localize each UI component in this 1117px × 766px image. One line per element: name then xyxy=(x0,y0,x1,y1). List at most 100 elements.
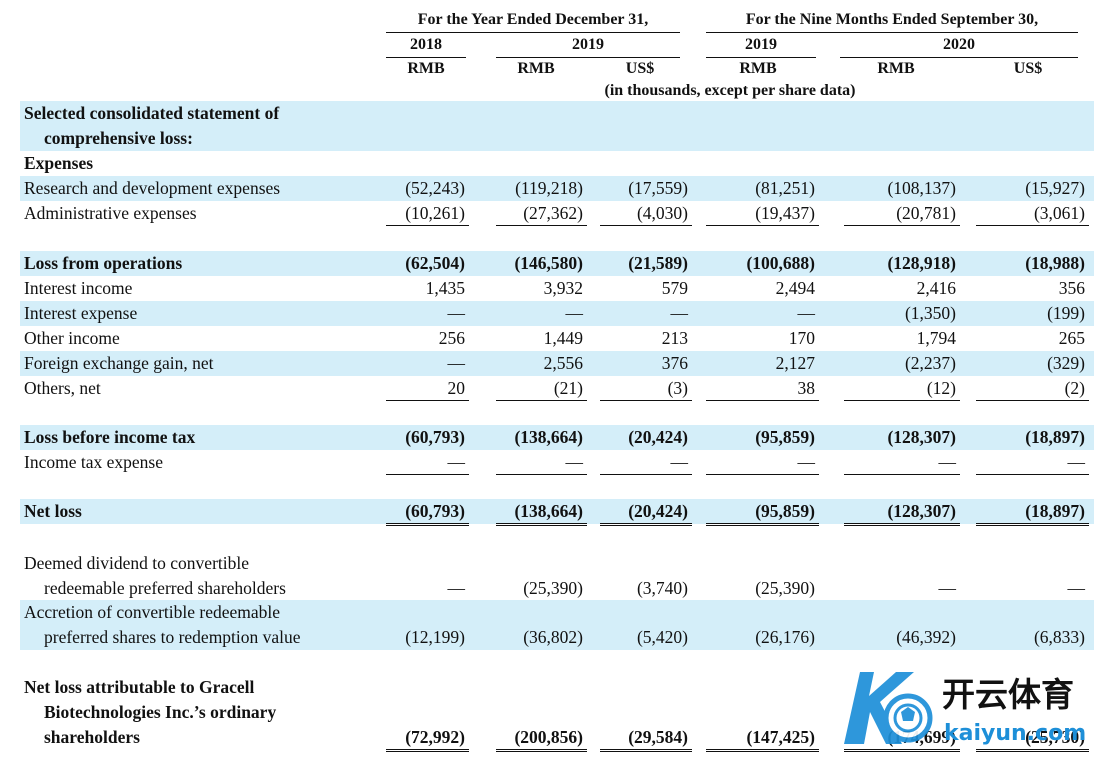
value-loss-before-tax-col5: (128,307) xyxy=(887,427,956,447)
value-loss-operations-col2: (146,580) xyxy=(514,253,583,273)
rule-administrative-col5 xyxy=(844,225,960,226)
value-other-income-col2: 1,449 xyxy=(543,328,583,348)
header-period-nine-months-underline xyxy=(706,32,1078,33)
value-loss-before-tax-col4: (95,859) xyxy=(755,427,815,447)
rule-others-net-col4 xyxy=(706,400,819,401)
value-research-col2: (119,218) xyxy=(515,178,583,198)
header-period-year-underline xyxy=(386,32,680,33)
row-label-accretion-1: Accretion of convertible redeemable xyxy=(24,602,281,622)
value-others-net-col6: (2) xyxy=(1064,378,1085,398)
kaiyun-watermark-logo: 开云体育 kaiyun.com xyxy=(844,672,1086,746)
band-net-loss xyxy=(20,499,1094,524)
row-label-income-tax: Income tax expense xyxy=(24,452,163,472)
value-administrative-col2: (27,362) xyxy=(523,203,583,223)
value-foreign-exchange-col3: 376 xyxy=(661,353,688,373)
value-loss-before-tax-col1: (60,793) xyxy=(405,427,465,447)
rule-administrative-col6 xyxy=(976,225,1089,226)
value-interest-income-col3: 579 xyxy=(661,278,688,298)
double-rule-attributable-col3 xyxy=(600,749,692,752)
watermark-url-text: kaiyun.com xyxy=(944,721,1086,746)
value-income-tax-col5: — xyxy=(938,452,957,472)
value-interest-expense-col6: (199) xyxy=(1047,303,1085,323)
header-currency-5: RMB xyxy=(877,60,915,77)
rule-others-net-col5 xyxy=(844,400,960,401)
header-note: (in thousands, except per share data) xyxy=(604,82,856,99)
value-net-loss-col2: (138,664) xyxy=(514,501,583,521)
value-administrative-col4: (19,437) xyxy=(755,203,815,223)
section-title-line1: Selected consolidated statement of xyxy=(24,103,280,123)
row-label-net-loss: Net loss xyxy=(24,501,82,521)
header-year-2019b-underline xyxy=(706,57,816,58)
value-income-tax-col1: — xyxy=(447,452,466,472)
rule-others-net-col3 xyxy=(600,400,692,401)
value-net-loss-col5: (128,307) xyxy=(887,501,956,521)
value-attributable-col1: (72,992) xyxy=(405,727,465,747)
value-accretion-col4: (26,176) xyxy=(755,627,815,647)
value-interest-income-col6: 356 xyxy=(1058,278,1085,298)
value-administrative-col3: (4,030) xyxy=(636,203,688,223)
band-accretion xyxy=(20,600,1094,650)
row-label-deemed-dividend-1: Deemed dividend to convertible xyxy=(24,553,249,573)
double-rule-net-loss-col6 xyxy=(976,523,1089,526)
rule-others-net-col2 xyxy=(496,400,587,401)
value-deemed-dividend-col5: — xyxy=(938,578,957,598)
double-rule-attributable-col6 xyxy=(976,749,1089,752)
row-label-attributable-2: Biotechnologies Inc.’s ordinary xyxy=(44,702,277,722)
value-others-net-col4: 38 xyxy=(797,378,816,398)
double-rule-attributable-col2 xyxy=(496,749,587,752)
value-others-net-col3: (3) xyxy=(667,378,688,398)
value-interest-income-col2: 3,932 xyxy=(543,278,583,298)
value-interest-expense-col4: — xyxy=(797,303,816,323)
header-year-2019a: 2019 xyxy=(572,36,604,53)
rule-administrative-col4 xyxy=(706,225,819,226)
value-attributable-col4: (147,425) xyxy=(746,727,815,747)
value-other-income-col3: 213 xyxy=(661,328,688,348)
value-deemed-dividend-col6: — xyxy=(1067,578,1086,598)
value-net-loss-col1: (60,793) xyxy=(405,501,465,521)
header-currency-2: RMB xyxy=(517,60,555,77)
value-loss-operations-col5: (128,918) xyxy=(887,253,956,273)
value-others-net-col1: 20 xyxy=(447,378,466,398)
value-accretion-col2: (36,802) xyxy=(523,627,583,647)
double-rule-net-loss-col4 xyxy=(706,523,819,526)
row-label-research: Research and development expenses xyxy=(24,178,281,198)
band-section-title xyxy=(20,101,1094,151)
value-income-tax-col6: — xyxy=(1067,452,1086,472)
value-deemed-dividend-col1: — xyxy=(447,578,466,598)
double-rule-attributable-col4 xyxy=(706,749,819,752)
value-other-income-col1: 256 xyxy=(438,328,465,348)
value-foreign-exchange-col2: 2,556 xyxy=(543,353,583,373)
value-loss-operations-col3: (21,589) xyxy=(628,253,688,273)
double-rule-net-loss-col5 xyxy=(844,523,960,526)
double-rule-attributable-col1 xyxy=(386,749,469,752)
value-others-net-col2: (21) xyxy=(553,378,583,398)
row-label-loss-operations: Loss from operations xyxy=(24,253,183,273)
value-other-income-col6: 265 xyxy=(1058,328,1085,348)
value-research-col6: (15,927) xyxy=(1025,178,1085,198)
band-foreign-exchange xyxy=(20,351,1094,376)
rule-income-tax-col6 xyxy=(976,474,1089,475)
header-year-2020-underline xyxy=(840,57,1078,58)
rule-income-tax-col5 xyxy=(844,474,960,475)
value-interest-income-col5: 2,416 xyxy=(916,278,956,298)
rule-income-tax-col1 xyxy=(386,474,469,475)
value-loss-operations-col4: (100,688) xyxy=(746,253,815,273)
header-year-2018: 2018 xyxy=(410,36,442,53)
value-income-tax-col2: — xyxy=(565,452,584,472)
value-interest-expense-col5: (1,350) xyxy=(904,303,956,323)
header-currency-4: RMB xyxy=(739,60,777,77)
double-rule-net-loss-col2 xyxy=(496,523,587,526)
rule-others-net-col6 xyxy=(976,400,1089,401)
rule-administrative-col1 xyxy=(386,225,469,226)
row-label-loss-before-tax: Loss before income tax xyxy=(24,427,196,447)
double-rule-attributable-col5 xyxy=(844,749,960,752)
value-loss-operations-col1: (62,504) xyxy=(405,253,465,273)
band-research xyxy=(20,176,1094,201)
row-label-foreign-exchange: Foreign exchange gain, net xyxy=(24,353,214,373)
row-label-other-income: Other income xyxy=(24,328,120,348)
value-attributable-col2: (200,856) xyxy=(514,727,583,747)
row-label-deemed-dividend-2: redeemable preferred shareholders xyxy=(44,578,286,598)
header-currency-1: RMB xyxy=(407,60,445,77)
double-rule-net-loss-col1 xyxy=(386,523,469,526)
header-currency-3: US$ xyxy=(625,60,655,77)
